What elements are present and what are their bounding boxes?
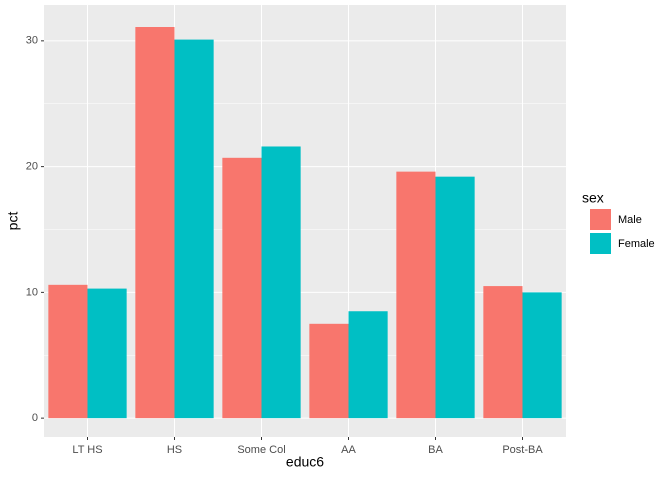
x-tick-label: AA (341, 444, 356, 456)
x-axis-title: educ6 (286, 454, 324, 470)
legend-title: sex (582, 190, 604, 206)
y-axis-title: pct (5, 212, 21, 231)
bar (48, 284, 88, 419)
x-tick-label: HS (167, 444, 182, 456)
legend-label: Male (618, 214, 642, 226)
y-tick-label: 10 (26, 286, 38, 298)
y-tick-label: 30 (26, 35, 38, 47)
legend-key (590, 209, 611, 230)
y-tick-label: 20 (26, 161, 38, 173)
x-tick-label: BA (428, 444, 443, 456)
bar (522, 292, 562, 419)
bar (261, 146, 301, 419)
x-tick-label: Post-BA (502, 444, 543, 456)
panel (44, 5, 566, 437)
bar (174, 39, 214, 419)
bar (348, 311, 388, 419)
bar (309, 323, 349, 419)
bar (396, 171, 436, 419)
bar (222, 157, 262, 419)
bar (135, 27, 175, 419)
bar (435, 176, 475, 419)
bar (483, 286, 523, 419)
legend-label: Female (618, 238, 655, 250)
bar (87, 288, 127, 419)
y-tick-label: 0 (32, 412, 38, 424)
x-tick-label: Some Col (237, 444, 285, 456)
x-tick-label: LT HS (72, 444, 102, 456)
legend-key (590, 233, 611, 254)
